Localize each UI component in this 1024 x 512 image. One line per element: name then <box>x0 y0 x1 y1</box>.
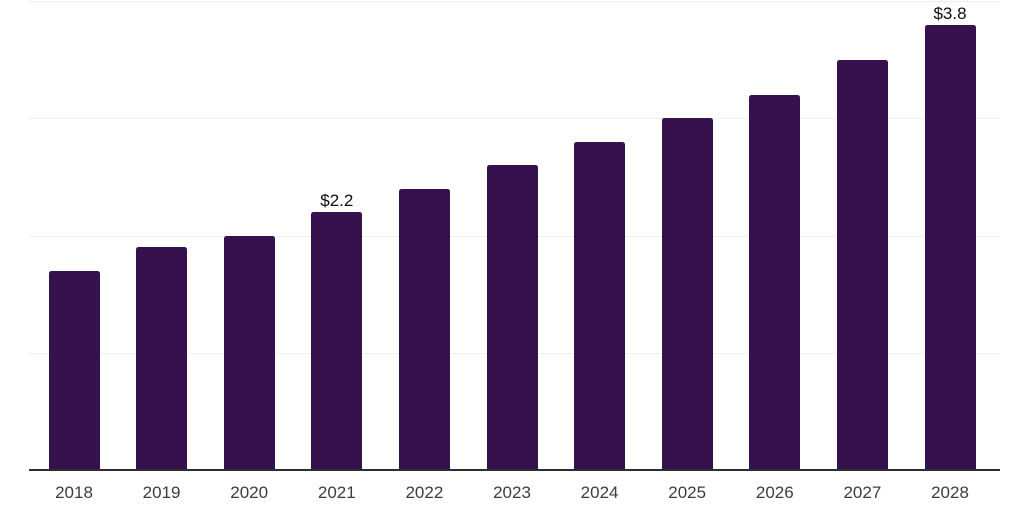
bar-2022 <box>398 188 450 470</box>
x-tick-2023: 2023 <box>493 483 531 502</box>
x-tick-2020: 2020 <box>230 483 269 502</box>
bar-2027 <box>836 59 888 470</box>
x-axis-line <box>29 469 1000 471</box>
bar-2024 <box>574 141 626 470</box>
bar-value-label-2021: $2.2 <box>320 191 354 211</box>
x-tick-2018: 2018 <box>55 483 93 502</box>
x-tick-2022: 2022 <box>405 483 444 502</box>
bar-2025 <box>661 118 713 470</box>
bar-value-label-2028: $3.8 <box>933 3 967 23</box>
bar-2028 <box>924 24 976 470</box>
bar-2019 <box>136 247 188 470</box>
bar-2026 <box>749 94 801 470</box>
x-tick-2026: 2026 <box>755 483 794 502</box>
x-tick-2025: 2025 <box>668 483 707 502</box>
bar-2018 <box>48 270 100 470</box>
x-tick-2019: 2019 <box>142 483 181 502</box>
bar-2020 <box>223 235 275 470</box>
x-tick-2028: 2028 <box>931 483 969 502</box>
bar-2021 <box>311 212 363 470</box>
bar-2023 <box>486 165 538 470</box>
x-tick-2024: 2024 <box>580 483 619 502</box>
x-tick-2027: 2027 <box>843 483 882 502</box>
gridline-4 <box>29 1 1000 2</box>
x-tick-2021: 2021 <box>317 483 356 502</box>
